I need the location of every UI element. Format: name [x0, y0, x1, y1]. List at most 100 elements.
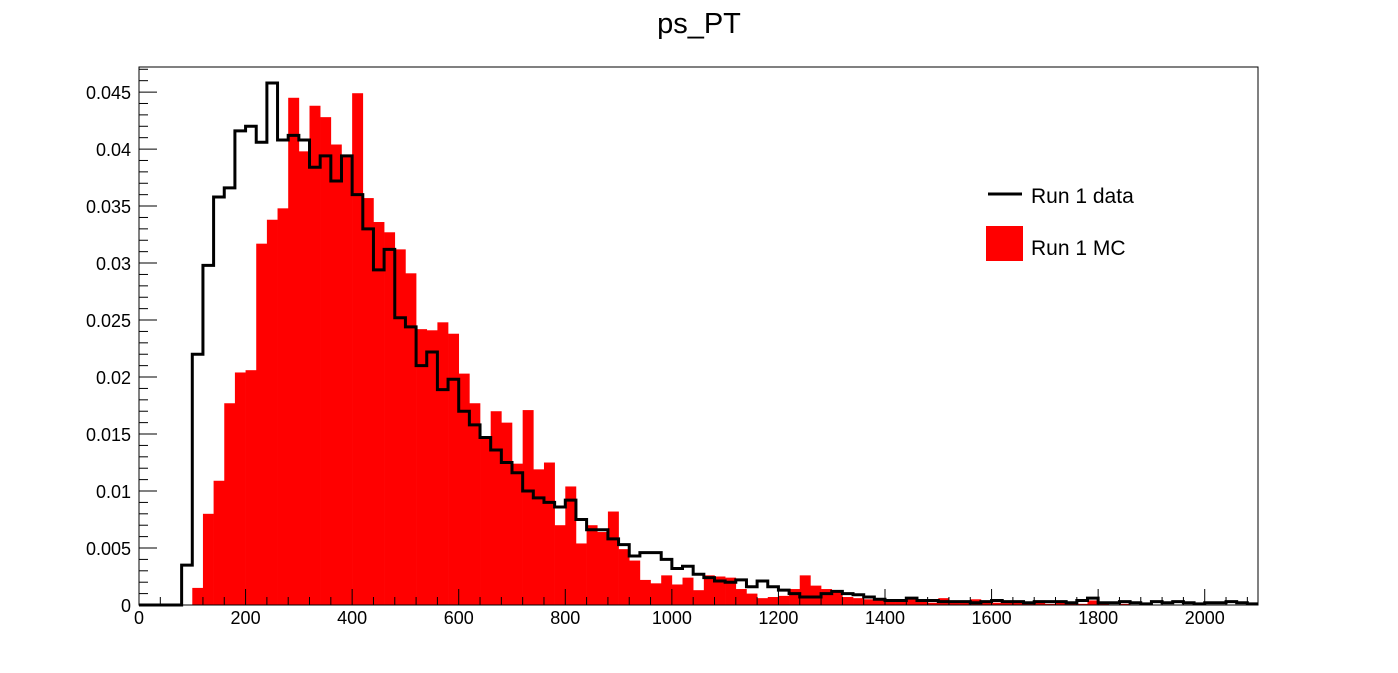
mc-bar	[661, 575, 673, 605]
mc-bar	[277, 208, 289, 605]
mc-bar	[416, 329, 428, 605]
chart-title: ps_PT	[657, 8, 741, 40]
data-histogram-step-line	[139, 81, 1258, 607]
mc-bar	[682, 577, 694, 605]
mc-bar	[959, 601, 971, 605]
mc-bar	[618, 549, 630, 605]
mc-bar	[213, 480, 225, 605]
x-tick-label: 200	[231, 608, 261, 628]
y-tick-label: 0.015	[86, 425, 131, 445]
mc-bar	[469, 403, 481, 605]
mc-bar	[245, 370, 257, 605]
mc-bar	[863, 599, 875, 605]
mc-bar	[533, 469, 545, 605]
mc-bar	[1119, 603, 1131, 605]
mc-bar	[725, 577, 737, 605]
mc-bar	[458, 373, 470, 605]
mc-bar	[224, 403, 236, 605]
mc-bar	[480, 436, 491, 605]
mc-bar	[607, 511, 619, 605]
mc-bar	[341, 154, 353, 605]
mc-bar	[671, 584, 683, 605]
mc-bar	[799, 575, 811, 605]
legend-label-run1-mc: Run 1 MC	[1031, 237, 1126, 260]
mc-bar	[735, 589, 747, 605]
legend-mc-fill-swatch	[986, 226, 1023, 261]
legend-label-run1-data: Run 1 data	[1031, 185, 1134, 208]
mc-bar	[703, 575, 715, 605]
mc-bar	[853, 598, 864, 605]
y-tick-label: 0.02	[96, 368, 131, 388]
mc-bar	[437, 322, 449, 605]
mc-bar	[821, 589, 833, 605]
mc-bar	[1087, 600, 1099, 605]
mc-bar	[266, 219, 278, 606]
mc-bar	[543, 462, 555, 605]
mc-bar	[512, 463, 523, 605]
mc-bar	[980, 602, 992, 605]
mc-bar	[1098, 603, 1110, 605]
mc-bar	[639, 579, 651, 605]
mc-bar	[565, 486, 577, 605]
plot-frame	[138, 66, 1259, 606]
y-tick-label: 0.025	[86, 311, 131, 331]
mc-bar	[906, 598, 918, 605]
mc-bar	[309, 105, 321, 605]
mc-bar	[192, 587, 204, 605]
mc-bar	[757, 598, 769, 605]
mc-bar	[778, 595, 790, 605]
mc-bar	[554, 525, 566, 605]
mc-bar	[746, 593, 758, 605]
legend: Run 1 data Run 1 MC	[986, 185, 1134, 261]
x-tick-label: 600	[444, 608, 474, 628]
mc-bar	[490, 411, 502, 605]
x-tick-label: 0	[134, 608, 144, 628]
mc-bar	[1012, 601, 1024, 605]
mc-bar	[362, 198, 374, 605]
mc-bar	[501, 422, 513, 605]
mc-bar	[1076, 603, 1088, 605]
mc-bar	[352, 93, 364, 605]
y-tick-label: 0	[121, 596, 131, 616]
x-tick-label: 1400	[865, 608, 905, 628]
mc-bar	[288, 97, 300, 605]
mc-bar	[202, 513, 214, 605]
mc-bar	[256, 243, 268, 606]
mc-bar	[916, 601, 928, 605]
mc-bar	[714, 576, 726, 605]
mc-bar	[522, 410, 534, 605]
mc-bar	[948, 601, 960, 605]
y-tick-label: 0.005	[86, 539, 131, 559]
x-tick-label: 1600	[972, 608, 1012, 628]
mc-bar	[405, 273, 417, 605]
mc-bar	[810, 585, 822, 605]
x-tick-label: 1800	[1078, 608, 1118, 628]
mc-bar	[597, 532, 609, 605]
x-tick-label: 2000	[1185, 608, 1225, 628]
mc-bar	[842, 597, 854, 605]
mc-bar	[394, 249, 406, 605]
mc-bar	[895, 601, 907, 605]
mc-bar	[575, 543, 587, 605]
y-tick-label: 0.045	[86, 83, 131, 103]
mc-bar	[1055, 602, 1067, 605]
mc-bar	[874, 598, 886, 605]
mc-bar	[330, 144, 342, 605]
mc-histogram-bars	[192, 93, 1152, 606]
mc-bar	[629, 560, 641, 605]
mc-bar	[885, 599, 896, 605]
mc-bar	[927, 602, 939, 605]
x-tick-label: 1000	[652, 608, 692, 628]
mc-bar	[384, 232, 396, 605]
x-tick-label: 400	[337, 608, 367, 628]
mc-bar	[650, 583, 662, 605]
mc-bar	[320, 117, 332, 606]
mc-bar	[767, 597, 779, 605]
mc-bar	[234, 372, 246, 605]
mc-bar	[298, 151, 310, 605]
mc-bar	[991, 602, 1003, 605]
mc-bar	[1044, 603, 1056, 605]
mc-bar	[426, 330, 438, 605]
y-tick-label: 0.01	[96, 482, 131, 502]
